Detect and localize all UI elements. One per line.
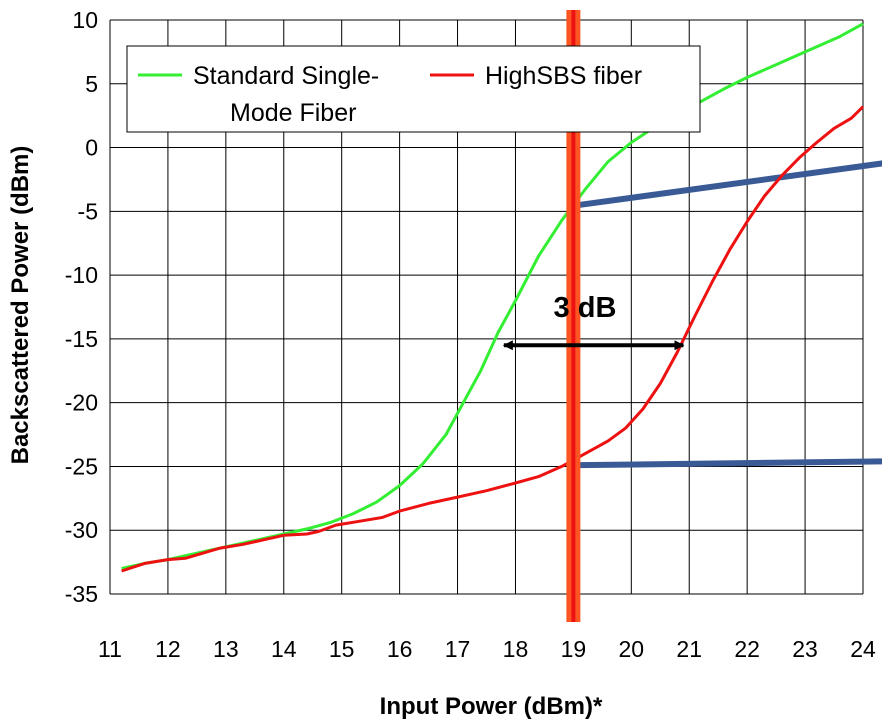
y-tick-labels: 10 5 0 -5 -10 -15 -20 -25 -30 -35	[65, 7, 98, 607]
legend-label-standard-line1: Standard Single-	[193, 62, 379, 90]
y-tick-label: -10	[65, 262, 98, 288]
y-axis-label: Backscattered Power (dBm)	[7, 146, 34, 465]
x-tick-label: 12	[155, 636, 181, 662]
x-tick-label: 20	[619, 636, 645, 662]
y-tick-label: -15	[65, 326, 98, 352]
y-tick-label: 10	[72, 7, 98, 33]
slope-line	[579, 458, 882, 469]
x-tick-label: 13	[213, 636, 239, 662]
x-tick-label: 18	[503, 636, 529, 662]
x-tick-label: 22	[734, 636, 760, 662]
annotation: 3 dB	[502, 292, 685, 351]
y-tick-label: -5	[78, 198, 98, 224]
x-tick-label: 23	[792, 636, 818, 662]
x-tick-label: 19	[561, 636, 587, 662]
series-lines	[121, 22, 865, 573]
x-tick-label: 24	[850, 636, 876, 662]
slope-line	[578, 160, 882, 208]
x-tick-label: 17	[445, 636, 471, 662]
y-tick-label: -20	[65, 390, 98, 416]
x-tick-label: 11	[98, 636, 122, 662]
x-tick-label: 16	[387, 636, 413, 662]
legend-label-highsbs: HighSBS fiber	[485, 62, 642, 90]
x-tick-labels: 11 12 13 14 15 16 17 18 19 20 21 22 23 24	[98, 636, 876, 662]
x-tick-label: 14	[271, 636, 297, 662]
slope-lines	[578, 160, 882, 469]
y-tick-label: 5	[85, 71, 98, 97]
legend: Standard Single- Mode Fiber HighSBS fiber	[126, 45, 701, 133]
x-tick-label: 21	[676, 636, 702, 662]
legend-box	[126, 45, 701, 133]
y-tick-label: 0	[85, 135, 98, 161]
annotation-label: 3 dB	[554, 292, 617, 324]
x-tick-label: 15	[329, 636, 355, 662]
y-tick-label: -25	[65, 453, 98, 479]
x-axis-label: Input Power (dBm)*	[380, 693, 603, 720]
y-tick-label: -35	[65, 581, 98, 607]
y-tick-label: -30	[65, 517, 98, 543]
legend-label-standard-line2: Mode Fiber	[230, 99, 356, 127]
series-highsbs-fiber	[121, 105, 865, 573]
